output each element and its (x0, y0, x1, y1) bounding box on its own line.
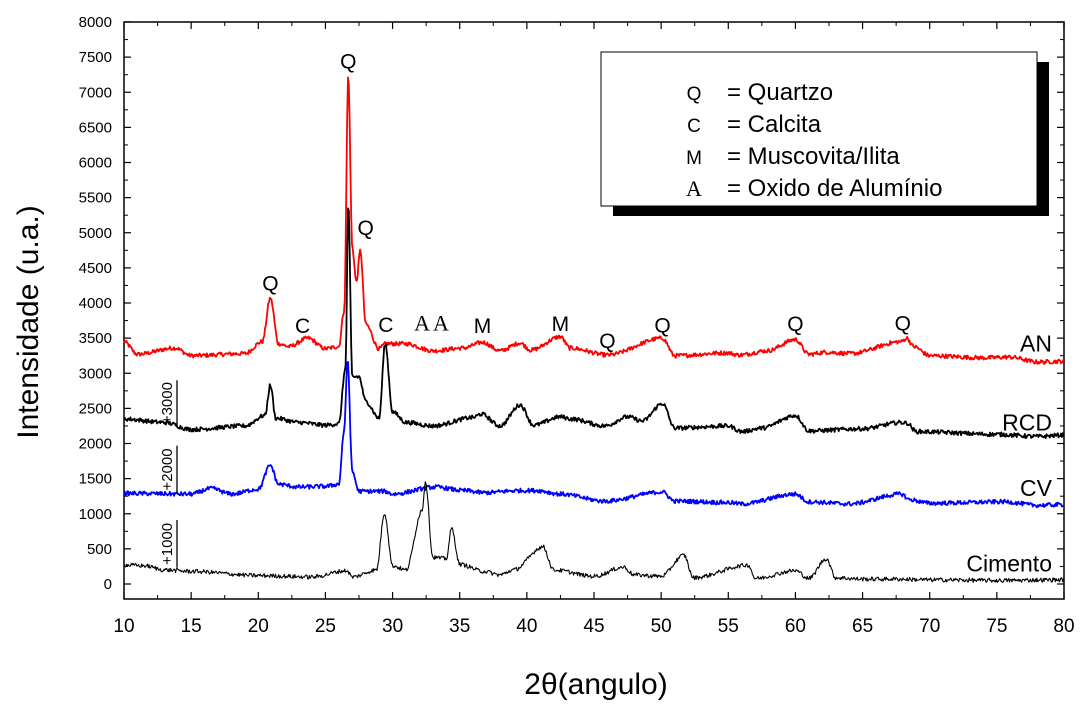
peak-label-q: Q (654, 315, 670, 338)
peak-label-m: M (552, 313, 570, 336)
y-tick-label: 500 (87, 541, 112, 558)
y-tick-label: 0 (104, 576, 112, 593)
series-label-cv: CV (1020, 475, 1053, 501)
legend-symbol: C (687, 116, 701, 137)
y-tick-label: 7500 (79, 49, 112, 66)
x-tick-label: 55 (718, 616, 739, 637)
y-tick-label: 2000 (79, 436, 112, 453)
y-tick-label: 8000 (79, 14, 112, 31)
x-tick-label: 25 (315, 616, 336, 637)
peak-label-q: Q (262, 272, 278, 295)
x-tick-label: 60 (785, 616, 806, 637)
x-tick-label: 75 (986, 616, 1007, 637)
y-tick-label: 3000 (79, 365, 112, 382)
legend-symbol: A (686, 176, 702, 201)
y-tick-label: 5000 (79, 225, 112, 242)
y-tick-label: 3500 (79, 330, 112, 347)
legend-entry-text: = Quartzo (727, 79, 833, 106)
series-label-an: AN (1020, 331, 1052, 357)
peak-label-m: M (474, 315, 492, 338)
y-tick-label: 1000 (79, 506, 112, 523)
y-axis-title: Intensidade (u.a.) (12, 205, 45, 438)
legend-symbol: M (686, 148, 702, 169)
series-label-cimento: Cimento (966, 551, 1052, 577)
series-an-line (123, 76, 1065, 365)
legend-box (600, 51, 1038, 207)
x-tick-label: 20 (248, 616, 269, 637)
y-axis: 0 500 1000 1500 2000 2500 3000 3500 4000 4500 5000… (79, 14, 1064, 593)
x-tick-label: 50 (651, 616, 672, 637)
offset-labels: +3000 +2000 +1000 (159, 380, 178, 568)
series-layer: AN RCD CV Cimento (123, 76, 1065, 583)
y-tick-label: 4500 (79, 260, 112, 277)
offset-label: +3000 (159, 382, 176, 424)
x-tick-label: 80 (1053, 616, 1074, 637)
series-rcd-line (123, 207, 1065, 439)
x-tick-label: 30 (382, 616, 403, 637)
series-cv-line (123, 361, 1064, 509)
legend: Q = Quartzo C = Calcita M = Muscovita/Ilita A =… (600, 51, 1049, 216)
y-tick-label: 6500 (79, 119, 112, 136)
peak-label-a: A (433, 310, 449, 335)
x-axis: 10 15 20 25 30 35 40 45 50 55 60 65 70 75 80 (113, 22, 1075, 637)
series-label-rcd: RCD (1002, 409, 1052, 435)
x-axis-title: 2θ(angulo) (524, 668, 667, 701)
peak-label-q: Q (340, 50, 356, 73)
x-tick-label: 35 (449, 616, 470, 637)
x-tick-label: 45 (583, 616, 604, 637)
y-tick-label: 5500 (79, 190, 112, 207)
legend-entry-text: = Muscovita/Ilita (727, 143, 900, 170)
x-tick-label: 10 (113, 616, 134, 637)
offset-label: +2000 (159, 448, 176, 490)
offset-label: +1000 (159, 523, 176, 565)
y-tick-label: 4000 (79, 295, 112, 312)
x-tick-label: 70 (919, 616, 940, 637)
y-tick-label: 1500 (79, 471, 112, 488)
x-tick-label: 65 (852, 616, 873, 637)
y-tick-label: 2500 (79, 400, 112, 417)
x-tick-label: 40 (516, 616, 537, 637)
peak-label-c: C (295, 315, 310, 338)
peak-label-a: A (414, 310, 430, 335)
series-cimento-line (123, 481, 1065, 583)
legend-entry-text: = Calcita (727, 111, 822, 138)
y-tick-label: 6000 (79, 155, 112, 172)
peak-label-q: Q (895, 312, 911, 335)
legend-entry-text: = Oxido de Alumínio (727, 175, 942, 202)
y-tick-label: 7000 (79, 84, 112, 101)
peak-label-q: Q (358, 217, 374, 240)
legend-symbol: Q (687, 84, 702, 105)
peak-label-q: Q (599, 330, 615, 353)
peak-label-q: Q (787, 313, 803, 336)
x-tick-label: 15 (181, 616, 202, 637)
peak-label-c: C (378, 314, 393, 337)
